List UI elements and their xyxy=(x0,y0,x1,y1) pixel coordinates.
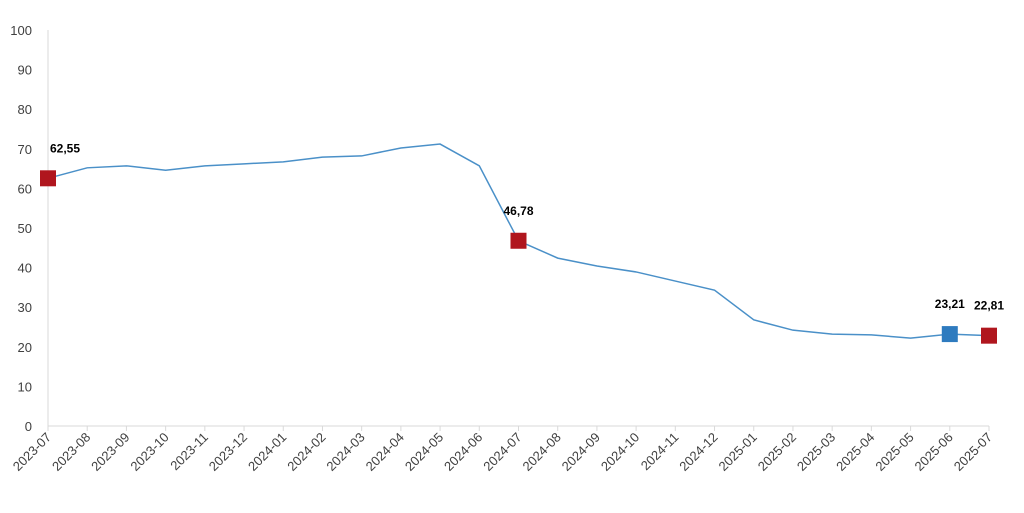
x-tick-label: 2024-09 xyxy=(559,430,603,474)
y-tick-label: 0 xyxy=(25,419,32,434)
value-label: 62,55 xyxy=(50,141,80,155)
x-tick-label: 2023-11 xyxy=(167,430,211,474)
value-label: 22,81 xyxy=(974,299,1004,313)
marker xyxy=(40,170,56,187)
x-tick-label: 2025-07 xyxy=(951,430,995,474)
x-tick-label: 2024-07 xyxy=(480,430,524,474)
x-tick-label: 2025-01 xyxy=(716,430,760,474)
x-tick-label: 2024-06 xyxy=(441,430,485,474)
x-tick-label: 2025-03 xyxy=(794,430,838,474)
x-tick-label: 2025-06 xyxy=(912,430,956,474)
x-tick-label: 2024-05 xyxy=(402,430,446,474)
y-tick-label: 90 xyxy=(18,63,32,78)
marker xyxy=(941,326,958,343)
y-tick-label: 20 xyxy=(18,340,32,355)
x-tick-label: 2023-10 xyxy=(127,430,171,474)
x-tick-label: 2025-04 xyxy=(833,430,877,474)
y-tick-label: 10 xyxy=(18,379,32,394)
x-tick-label: 2024-11 xyxy=(638,430,682,474)
y-tick-label: 30 xyxy=(18,300,32,315)
x-tick-label: 2023-08 xyxy=(49,430,93,474)
y-tick-label: 60 xyxy=(18,181,32,196)
marker xyxy=(510,232,527,249)
y-tick-label: 100 xyxy=(10,23,32,38)
marker xyxy=(981,327,997,344)
y-tick-label: 80 xyxy=(18,102,32,117)
x-tick-label: 2023-12 xyxy=(206,430,250,474)
x-tick-label: 2024-08 xyxy=(519,430,563,474)
x-tick-label: 2024-12 xyxy=(676,430,720,474)
x-tick-label: 2024-10 xyxy=(598,430,642,474)
value-label: 46,78 xyxy=(503,204,533,218)
x-tick-label: 2025-02 xyxy=(755,430,799,474)
y-tick-label: 40 xyxy=(18,261,32,276)
x-tick-label: 2024-04 xyxy=(363,430,407,474)
x-tick-label: 2023-07 xyxy=(10,430,54,474)
y-tick-label: 50 xyxy=(18,221,32,236)
x-tick-label: 2025-05 xyxy=(872,430,916,474)
value-label: 23,21 xyxy=(935,297,965,311)
x-tick-label: 2024-03 xyxy=(323,430,367,474)
y-tick-label: 70 xyxy=(18,142,32,157)
x-tick-label: 2024-02 xyxy=(284,430,328,474)
x-tick-label: 2023-09 xyxy=(88,430,132,474)
x-tick-label: 2024-01 xyxy=(245,430,289,474)
